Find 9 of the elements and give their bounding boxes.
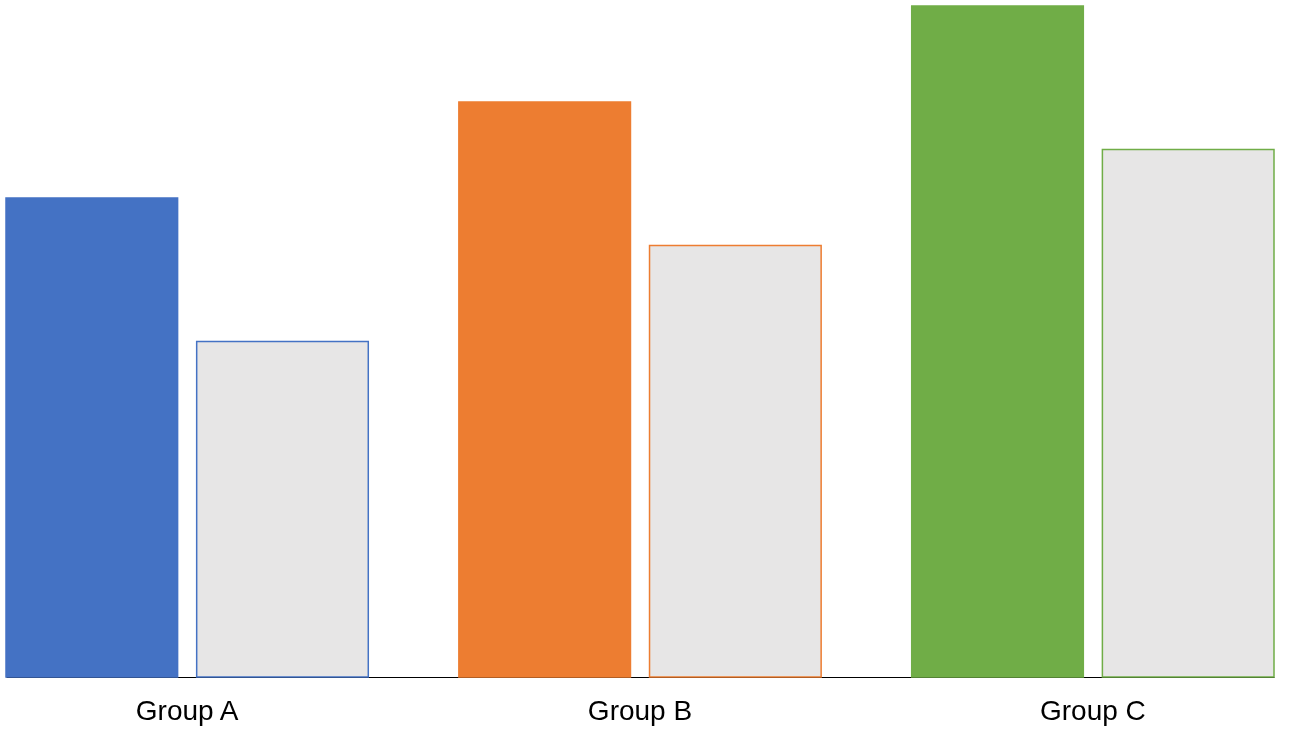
bar: [458, 101, 632, 678]
x-tick-label: Group C: [1039, 694, 1146, 726]
bar: [195, 340, 370, 678]
bar: [648, 244, 822, 678]
bar: [5, 197, 179, 678]
bar: [910, 5, 1085, 678]
bar: [1101, 148, 1275, 678]
x-tick-label: Group B: [587, 694, 693, 726]
x-tick-label: Group A: [135, 694, 239, 726]
